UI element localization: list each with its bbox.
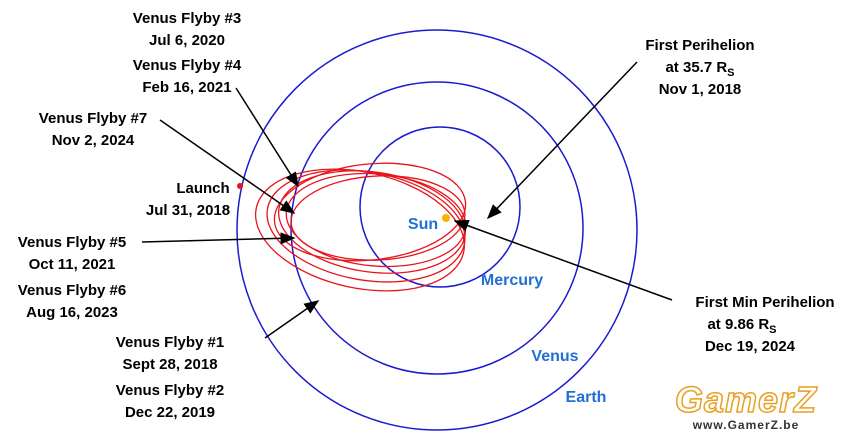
earth-label: Earth <box>566 389 607 406</box>
distance: at 35.7 R <box>665 59 727 76</box>
event-title: Launch <box>176 180 229 197</box>
arrow <box>486 61 638 220</box>
mercury-orbit <box>359 126 521 288</box>
event-title: Venus Flyby #3 <box>133 10 241 27</box>
event-title: Venus Flyby #4 <box>133 57 242 74</box>
sun <box>442 214 450 222</box>
event-date: Oct 11, 2021 <box>29 256 116 273</box>
mercury-label: Mercury <box>481 272 543 289</box>
venus-orbit <box>290 81 584 375</box>
venus-label: Venus <box>531 348 578 365</box>
subscript: S <box>727 67 734 79</box>
perihelion-title: First Perihelion <box>645 37 754 54</box>
perihelion-title: First Min Perihelion <box>695 294 834 311</box>
arrow <box>453 219 673 301</box>
subscript: S <box>769 324 776 336</box>
perihelion-date: Nov 1, 2018 <box>659 81 742 98</box>
arrows <box>141 61 673 339</box>
probe-orbit <box>290 175 466 261</box>
probe-orbit <box>285 172 467 268</box>
event-date: Dec 22, 2019 <box>125 404 215 421</box>
event-date: Feb 16, 2021 <box>142 79 231 96</box>
watermark-url: www.GamerZ.be <box>692 418 800 432</box>
event-date: Jul 31, 2018 <box>146 202 230 219</box>
event-date: Aug 16, 2023 <box>26 304 118 321</box>
arrow <box>264 300 320 339</box>
arrow <box>159 119 296 214</box>
perihelion-date: Dec 19, 2024 <box>705 338 796 355</box>
event-title: Venus Flyby #5 <box>18 234 126 251</box>
distance: at 9.86 R <box>707 316 769 333</box>
event-date: Nov 2, 2024 <box>52 132 135 149</box>
probe-orbits <box>254 162 467 292</box>
event-title: Venus Flyby #7 <box>39 110 147 127</box>
earth-orbit <box>236 29 638 431</box>
event-title: Venus Flyby #1 <box>116 334 224 351</box>
event-date: Jul 6, 2020 <box>149 32 225 49</box>
watermark-logo: GamerZ <box>675 379 818 420</box>
arrow <box>141 232 296 245</box>
arrow <box>235 87 299 188</box>
sun-label: Sun <box>408 216 438 233</box>
probe-orbit <box>273 162 467 262</box>
perihelion-distance: at 35.7 RS <box>665 59 734 79</box>
event-date: Sept 28, 2018 <box>122 356 217 373</box>
event-title: Venus Flyby #2 <box>116 382 224 399</box>
launch-point <box>237 183 243 189</box>
probe-orbit <box>254 168 466 292</box>
perihelion-distance: at 9.86 RS <box>707 316 776 336</box>
event-title: Venus Flyby #6 <box>18 282 126 299</box>
